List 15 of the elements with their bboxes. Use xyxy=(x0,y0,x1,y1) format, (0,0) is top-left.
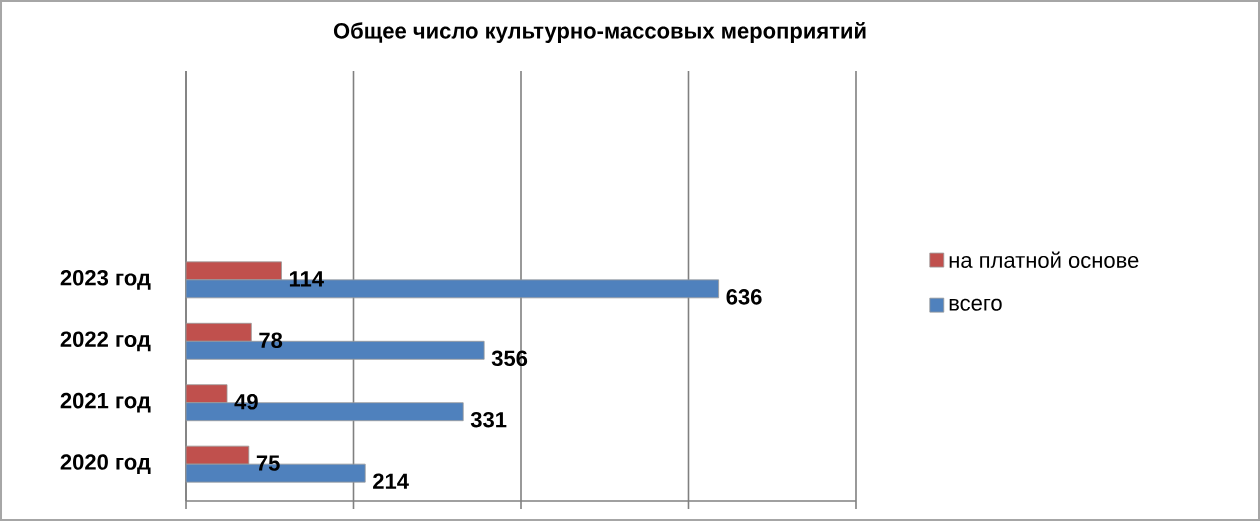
data-label: 78 xyxy=(259,332,283,349)
data-label: 114 xyxy=(289,271,324,287)
y-tick-label: 2023 год xyxy=(60,270,151,290)
data-label: 75 xyxy=(256,455,280,471)
data-label: 636 xyxy=(726,289,762,305)
y-tick-label: 2020 год xyxy=(60,454,151,475)
chart-title: Общее число культурно-массовых мероприятий xyxy=(333,22,866,44)
data-label: 331 xyxy=(470,412,507,428)
legend-label: на платной основе xyxy=(949,251,1139,269)
y-tick-label: 2021 год xyxy=(60,393,151,413)
data-label: 214 xyxy=(373,473,409,489)
data-label: 356 xyxy=(491,350,528,367)
data-label: 49 xyxy=(234,394,258,410)
legend-label: всего xyxy=(949,298,1002,311)
y-tick-label: 2022 год xyxy=(60,331,151,352)
